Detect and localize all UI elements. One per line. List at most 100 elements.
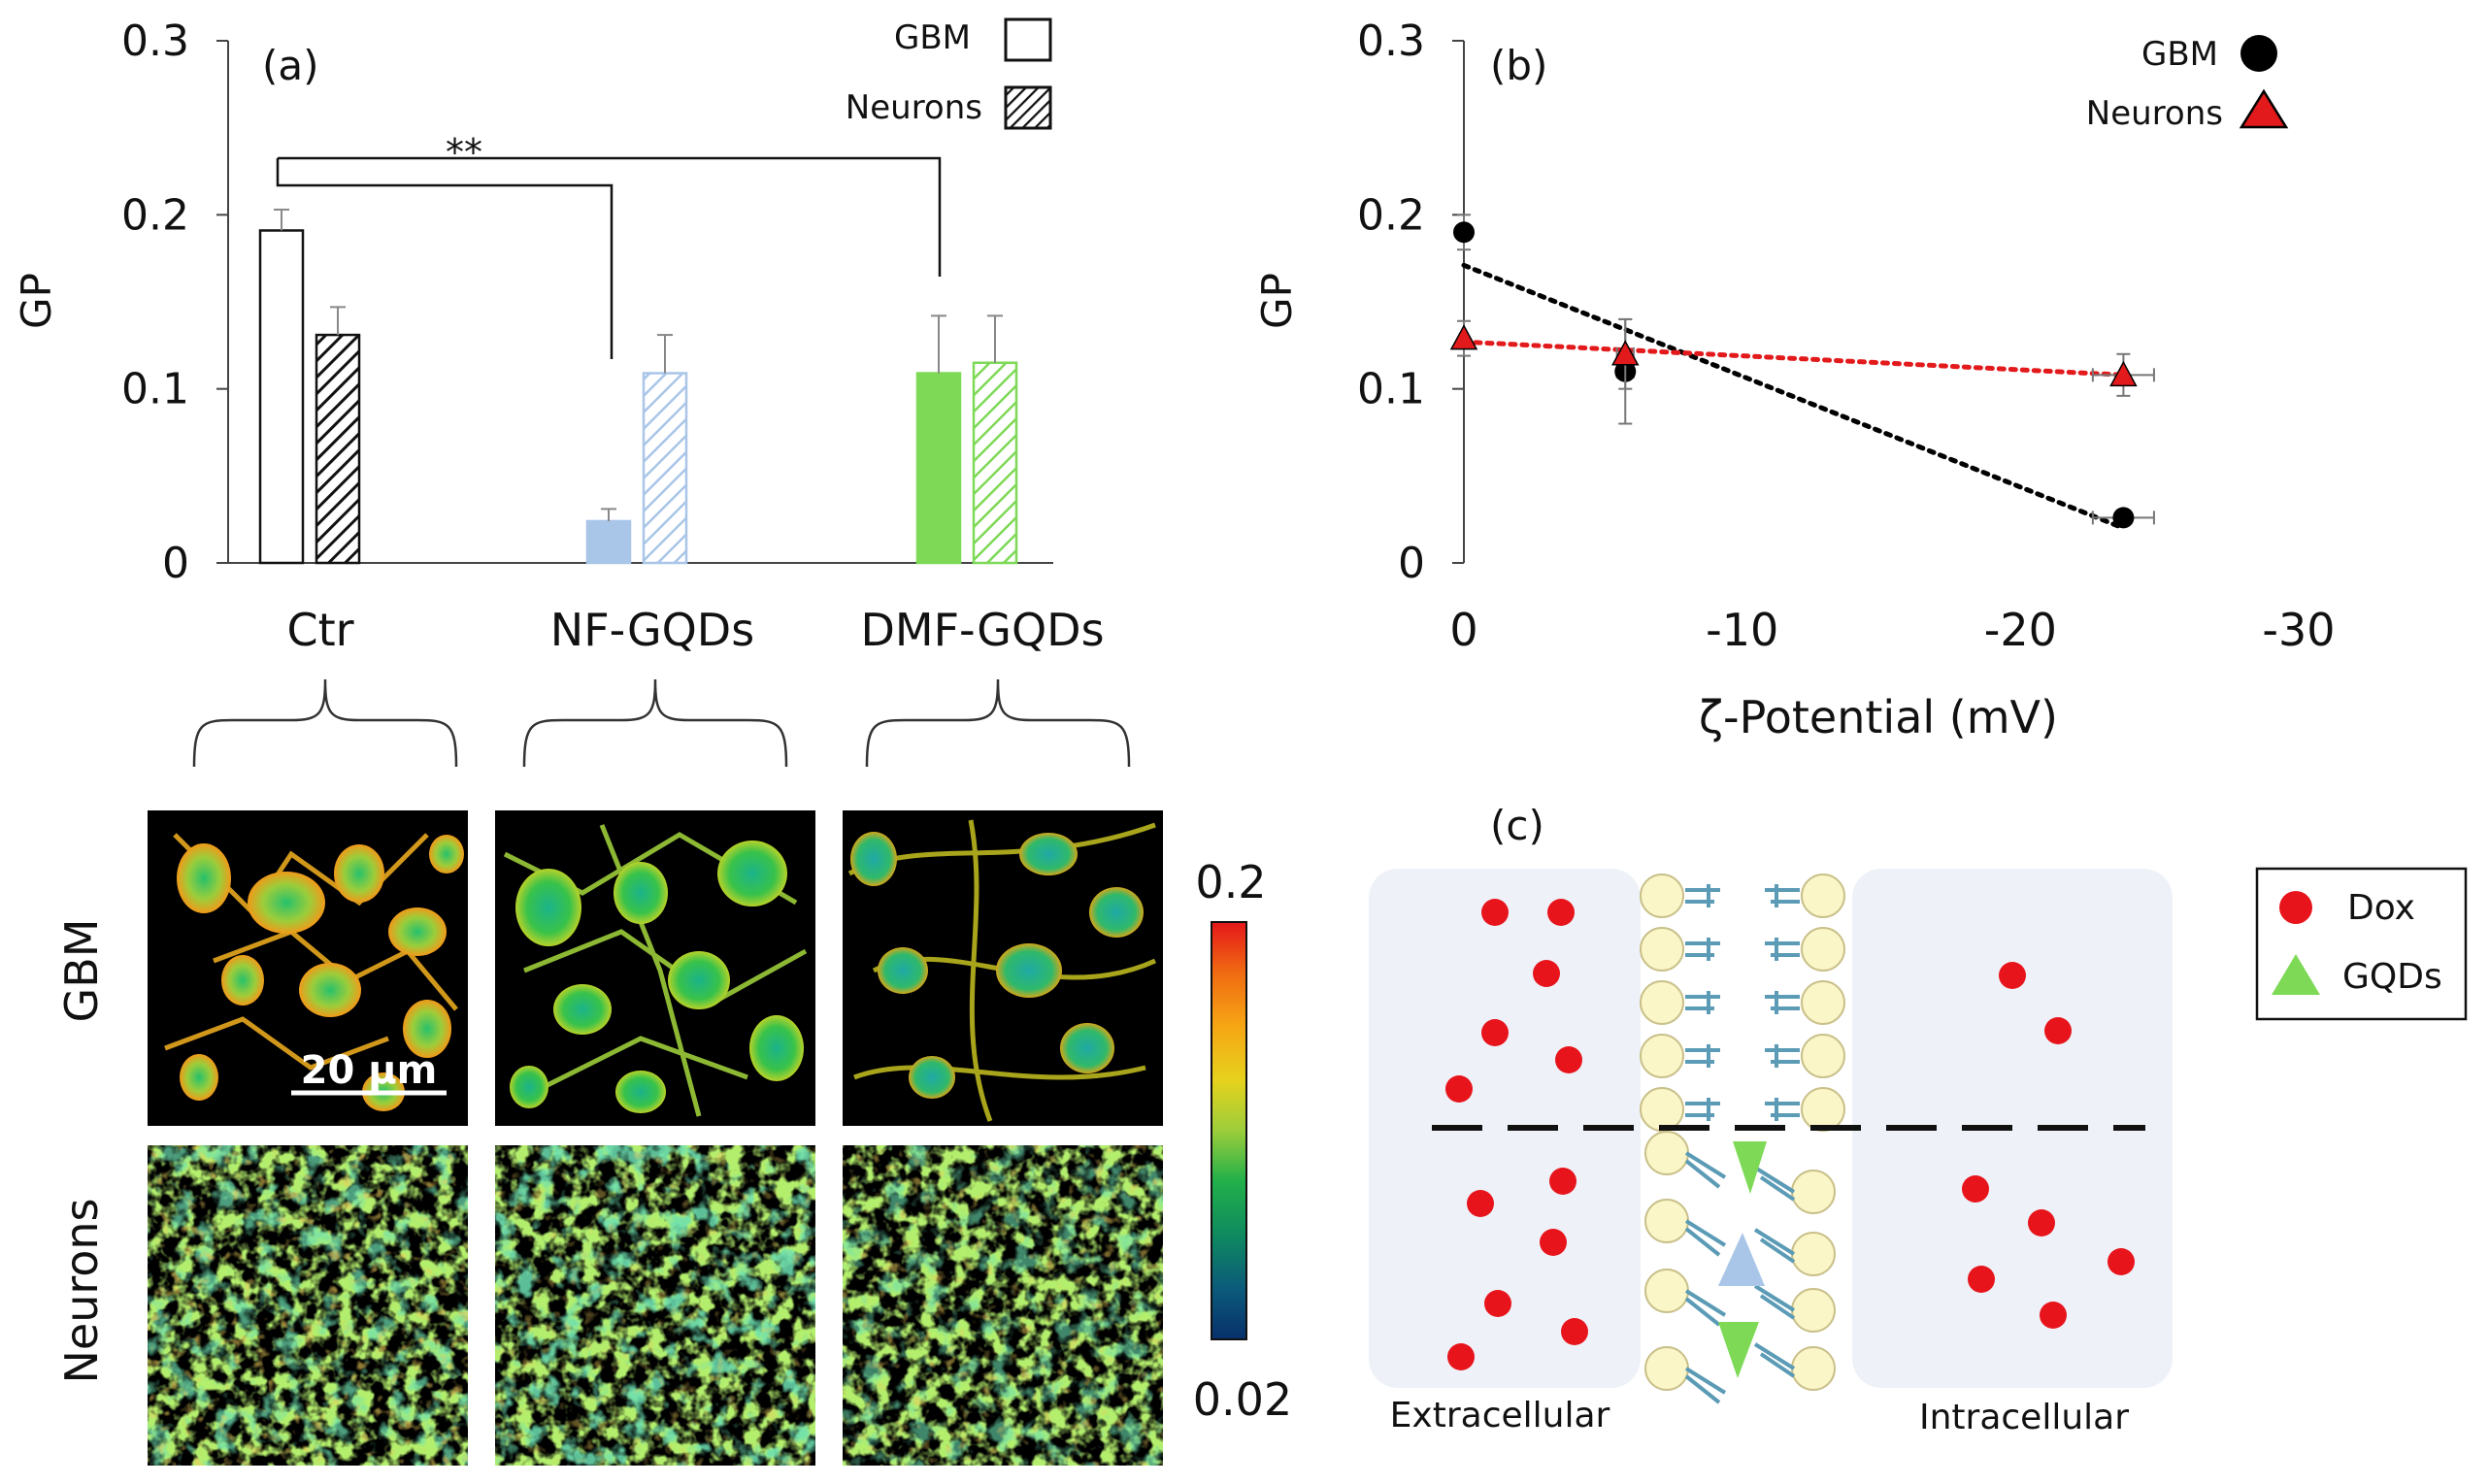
dox-dot <box>1555 1046 1582 1073</box>
legend-neurons-label: Neurons <box>846 88 982 127</box>
lipid-disordered <box>1753 1228 1836 1276</box>
lipid-head <box>1640 1087 1684 1132</box>
dox-dot <box>1968 1266 1995 1293</box>
extracellular-compartment <box>1369 869 1641 1388</box>
panel-a-label: (a) <box>262 42 319 89</box>
panel-c-diagram: (c) Extracellular Intracellular Dox GQDs <box>1369 802 2468 1437</box>
panel-b-trendlines <box>1461 262 2126 531</box>
legend-dox-label: Dox <box>2347 888 2415 928</box>
lipid-head <box>1801 874 1845 918</box>
lipid-head <box>1791 1346 1836 1391</box>
lipid-head <box>1801 927 1845 972</box>
dox-dot <box>1484 1290 1511 1317</box>
extracellular-label: Extracellular <box>1390 1396 1610 1435</box>
lipid-head <box>1791 1288 1836 1333</box>
lipid-head <box>1801 980 1845 1025</box>
y-tick-label: 0.3 <box>1357 16 1425 66</box>
dox-dot <box>1533 960 1560 987</box>
lipid-pair <box>1640 1034 1845 1078</box>
lipid-tail <box>1765 938 1800 961</box>
lipid-disordered <box>1644 1131 1727 1189</box>
lipid-disordered <box>1753 1166 1836 1214</box>
bar-gbm-ctr <box>258 229 305 565</box>
image-gbm-nf-gqds <box>495 810 815 1126</box>
x-tick-label: -30 <box>2262 604 2335 656</box>
y-tick-label: 0.2 <box>1357 190 1425 240</box>
data-point-neurons <box>2091 352 2155 397</box>
lipid-head <box>1640 927 1684 972</box>
lipid-head <box>1640 874 1684 918</box>
panel-a-bars <box>258 208 1018 565</box>
point-marker-circle <box>2112 507 2135 529</box>
dox-dot <box>1549 1168 1576 1195</box>
lipid-head <box>1801 1087 1845 1132</box>
panel-a-y-axis-title: GP <box>13 273 60 329</box>
microscopy-images: GBM Neurons 20 µm <box>55 810 1292 1466</box>
y-tick-label: 0 <box>1398 539 1425 588</box>
bar-gbm-nf-gqds <box>585 519 632 565</box>
colorbar: 0.2 0.02 <box>1193 856 1292 1426</box>
dox-dot <box>1962 1175 1989 1203</box>
legend-neurons-marker <box>2239 88 2289 129</box>
lipid-pair <box>1640 874 1845 918</box>
image-neurons-ctr <box>148 1145 468 1466</box>
colorbar-max: 0.2 <box>1195 856 1266 908</box>
legend-gqds-label: GQDs <box>2342 957 2442 997</box>
significance-marker: ** <box>446 131 482 174</box>
lipid-head <box>1791 1170 1836 1214</box>
lipid-pair <box>1640 1087 1845 1132</box>
lipid-tail <box>1685 938 1720 961</box>
colorbar-gradient <box>1211 921 1247 1340</box>
dox-dot <box>1547 899 1575 926</box>
lipid-tail <box>1765 991 1800 1014</box>
lipid-disordered <box>1644 1199 1727 1257</box>
scale-bar-label: 20 µm <box>301 1048 438 1093</box>
panel-b-points <box>1449 214 2155 529</box>
x-tick-label: -20 <box>1984 604 2057 656</box>
lipid-disordered <box>1644 1269 1727 1327</box>
data-point-neurons <box>1611 317 1640 390</box>
lipid-tail <box>1684 1367 1727 1404</box>
panel-b-legend: GBM Neurons <box>2086 35 2289 133</box>
panel-c-legend: Dox GQDs <box>2255 867 2468 1021</box>
image-neurons-nf-gqds <box>495 1145 815 1466</box>
row-label-neurons: Neurons <box>55 1198 108 1383</box>
lipid-tail <box>1765 884 1800 907</box>
lipid-disordered <box>1644 1346 1727 1404</box>
dox-molecules <box>1445 899 2135 1370</box>
brace-ctr <box>192 678 458 768</box>
lipid-head <box>1640 1034 1684 1078</box>
x-tick-label: 0 <box>1449 604 1477 656</box>
dox-dot <box>1445 1075 1473 1103</box>
row-label-gbm: GBM <box>55 919 108 1023</box>
bar-neurons-ctr <box>315 333 361 565</box>
bracket-ctr-dmf <box>278 156 942 277</box>
lipid-tail <box>1753 1342 1796 1378</box>
lipid-head <box>1644 1131 1689 1175</box>
legend-gqds-marker <box>2272 954 2320 995</box>
lipid-head <box>1644 1199 1689 1243</box>
significance-bracket <box>276 156 942 359</box>
y-tick-label: 0 <box>162 539 189 588</box>
legend-neurons-label: Neurons <box>2086 94 2223 133</box>
panel-a-legend: GBM Neurons <box>846 17 1052 130</box>
y-tick-label: 0.3 <box>121 16 189 66</box>
data-point-gbm <box>1453 214 1475 251</box>
dox-dot <box>2040 1302 2067 1329</box>
legend-neurons-swatch <box>1004 85 1052 130</box>
image-gbm-ctr: 20 µm <box>148 810 468 1126</box>
lipid-disordered <box>1753 1284 1836 1333</box>
colorbar-min: 0.02 <box>1193 1373 1292 1426</box>
point-marker-triangle <box>1449 324 1478 350</box>
gqd-triangle <box>1733 1141 1767 1194</box>
y-tick-label: 0.2 <box>121 190 189 240</box>
lipid-tail <box>1685 1098 1720 1121</box>
panel-b-scatter-chart: (b) GP ζ-Potential (mV) 0 0.1 0.2 0.3 0 -10 -2… <box>1253 16 2336 743</box>
image-neurons-dmf-gqds <box>843 1145 1163 1466</box>
panel-b-x-axis-title: ζ-Potential (mV) <box>1699 691 2058 743</box>
lipid-disordered <box>1753 1342 1836 1391</box>
lipid-tail <box>1684 1289 1727 1327</box>
panel-b-axes: 0 0.1 0.2 0.3 0 -10 -20 -30 <box>1357 16 2336 656</box>
